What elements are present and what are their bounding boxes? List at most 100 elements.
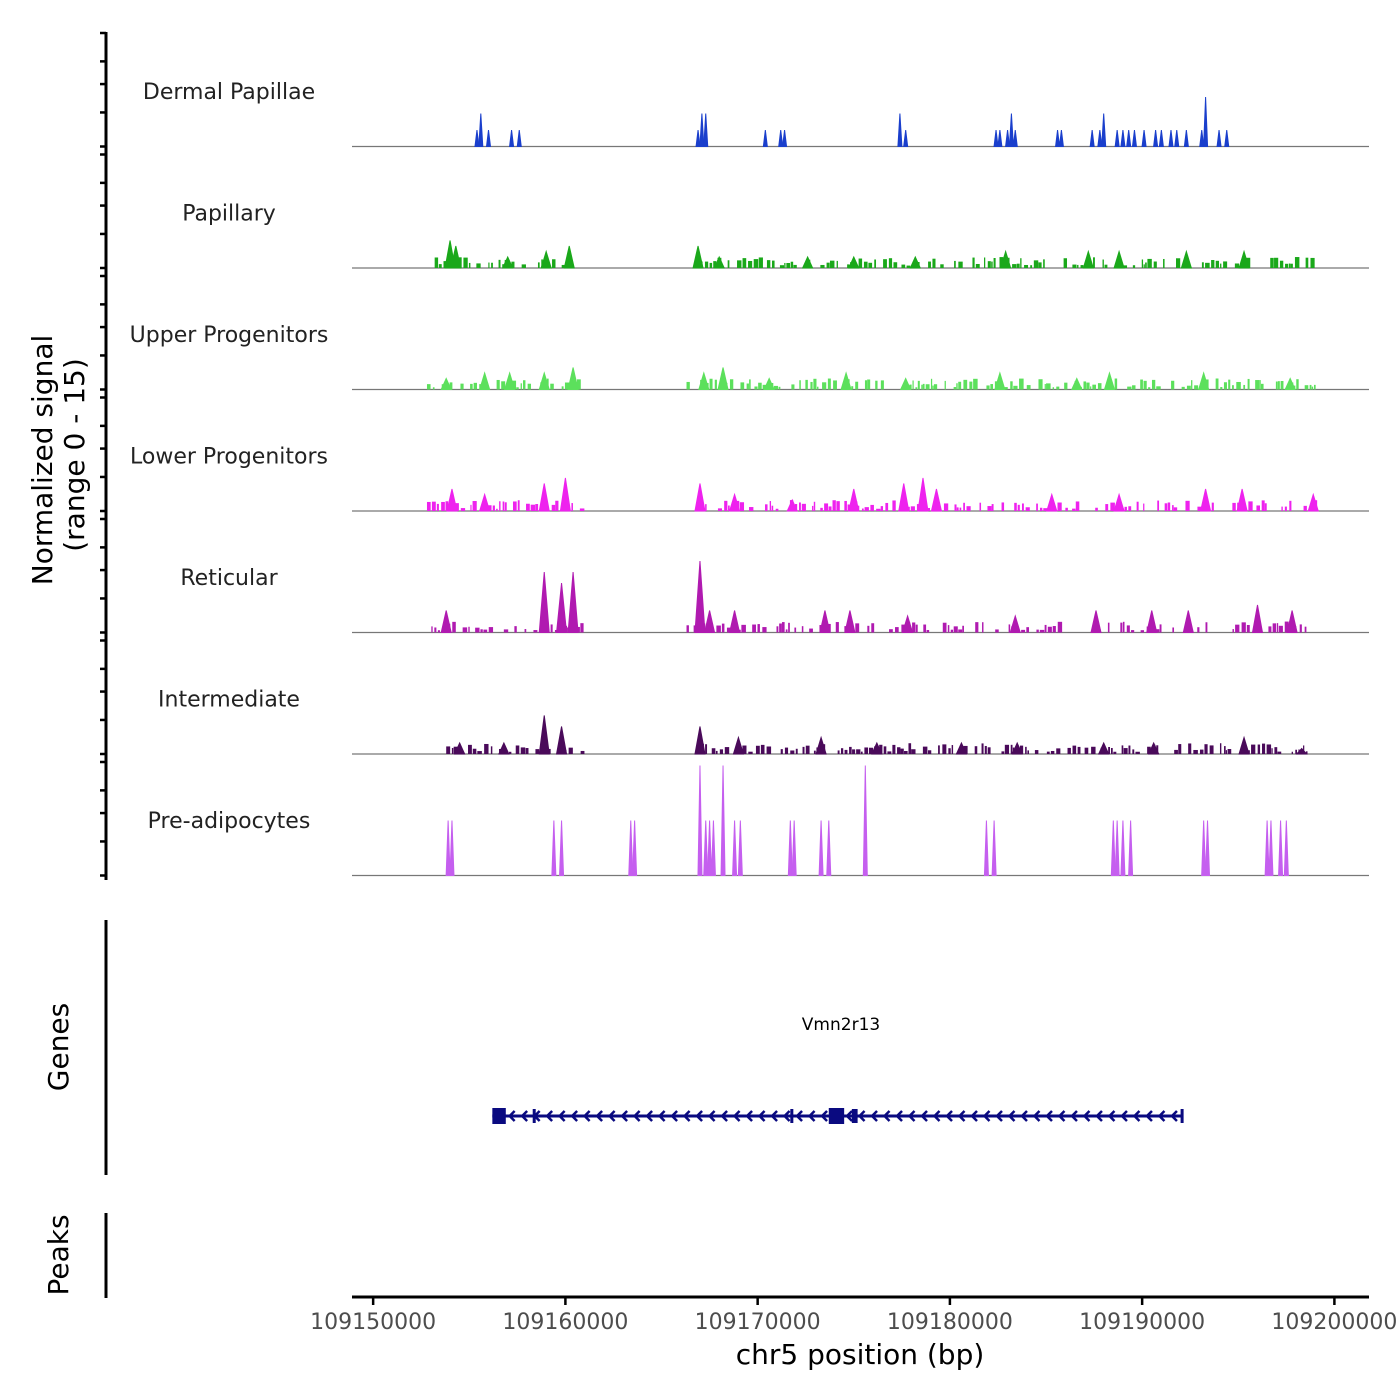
signal-bin: [1036, 503, 1038, 511]
signal-bin: [1077, 264, 1079, 268]
signal-bin: [826, 262, 830, 268]
signal-bin: [580, 750, 585, 754]
signal-peak: [440, 610, 452, 633]
signal-bin: [1232, 502, 1236, 511]
signal-peak: [897, 113, 903, 147]
signal-bin: [458, 257, 462, 268]
x-tick-label: 109160000: [502, 1310, 628, 1335]
signal-bin: [724, 747, 730, 754]
signal-peak: [1201, 820, 1207, 876]
signal-bin: [437, 630, 440, 633]
signal-bin: [1075, 501, 1080, 511]
gene-model: [492, 1108, 1184, 1124]
signal-bin: [1246, 624, 1250, 633]
signal-bin: [1277, 381, 1280, 390]
signal-bin: [1155, 629, 1160, 633]
strand-arrow: [1170, 1110, 1178, 1122]
signal-bin: [940, 264, 944, 268]
strand-arrow: [882, 1110, 891, 1122]
signal-bin: [524, 629, 527, 633]
signal-bin: [932, 258, 936, 268]
signal-bin: [1034, 750, 1039, 754]
signal-bin: [1205, 622, 1208, 633]
signal-bin: [901, 264, 906, 268]
signal-bin: [1261, 500, 1265, 511]
signal-bin: [436, 503, 439, 511]
signal-bin: [879, 744, 883, 754]
signal-bin: [1284, 506, 1287, 511]
signal-bin: [552, 259, 556, 268]
signal-bin: [757, 624, 760, 633]
signal-bin: [755, 745, 760, 754]
signal-bin: [856, 749, 861, 754]
signal-bin: [963, 502, 965, 511]
signal-bin: [721, 623, 725, 633]
signal-bin: [995, 629, 999, 633]
signal-bin: [874, 259, 877, 268]
signal-bin: [984, 745, 987, 754]
signal-bin: [824, 503, 829, 511]
signal-bin: [987, 747, 991, 754]
strand-arrow: [632, 1110, 641, 1122]
signal-peak: [1197, 371, 1210, 390]
strand-arrow: [1145, 1110, 1153, 1122]
signal-peak: [1180, 249, 1193, 269]
signal-bin: [1132, 265, 1136, 268]
signal-peak: [1009, 614, 1021, 633]
signal-bin: [880, 506, 884, 511]
signal-bin: [909, 384, 912, 390]
signal-bin: [426, 501, 431, 511]
signal-bin: [1272, 623, 1277, 633]
signal-bin: [1003, 387, 1008, 390]
signal-peak: [847, 255, 860, 269]
signal-peak: [1131, 129, 1138, 147]
signal-bin: [741, 624, 746, 633]
signal-bin: [561, 264, 565, 268]
signal-bin: [501, 381, 506, 390]
signal-bin: [1188, 743, 1192, 754]
signal-bin: [1247, 378, 1250, 390]
signal-bin: [1264, 503, 1267, 511]
signal-bin: [904, 750, 908, 754]
signal-peak: [1286, 610, 1298, 633]
strand-arrow: [1157, 1110, 1166, 1122]
signal-bin: [868, 747, 874, 754]
signal-peak: [707, 820, 713, 876]
signal-bin: [805, 379, 808, 390]
signal-bin: [1025, 746, 1027, 754]
signal-bin: [1303, 505, 1307, 511]
track-label-reticular: Reticular: [180, 566, 278, 591]
gene-exon: [492, 1108, 506, 1124]
signal-bin: [1132, 749, 1135, 754]
signal-bin: [1050, 750, 1055, 754]
signal-bin: [515, 745, 520, 754]
signal-bin: [1140, 630, 1145, 633]
signal-bin: [772, 260, 775, 268]
signal-bin: [1159, 624, 1162, 633]
signal-peak: [1283, 820, 1289, 876]
signal-peak: [1113, 492, 1125, 512]
signal-bin: [1288, 263, 1291, 268]
signal-bin: [1281, 506, 1283, 511]
x-tick-label: 109170000: [695, 1310, 821, 1335]
signal-bin: [950, 629, 954, 633]
signal-bin: [1271, 748, 1273, 754]
signal-bin: [867, 625, 870, 633]
signal-peak: [1089, 129, 1095, 147]
signal-bin: [432, 387, 435, 390]
signal-bin: [1124, 506, 1127, 511]
strand-arrow: [1020, 1110, 1028, 1122]
signal-bin: [1064, 382, 1068, 390]
signal-bin: [1276, 623, 1279, 633]
signal-bin: [991, 504, 994, 511]
signal-bin: [1205, 262, 1210, 268]
signal-peak: [1090, 610, 1102, 633]
signal-bin: [795, 748, 798, 754]
signal-bin: [709, 262, 713, 268]
genes-track: Genes Vmn2r13: [42, 920, 1184, 1175]
signal-bin: [526, 503, 530, 511]
signal-bin: [533, 630, 538, 633]
signal-bin: [1127, 386, 1132, 390]
signal-peak: [994, 371, 1006, 390]
signal-peak: [728, 610, 741, 633]
